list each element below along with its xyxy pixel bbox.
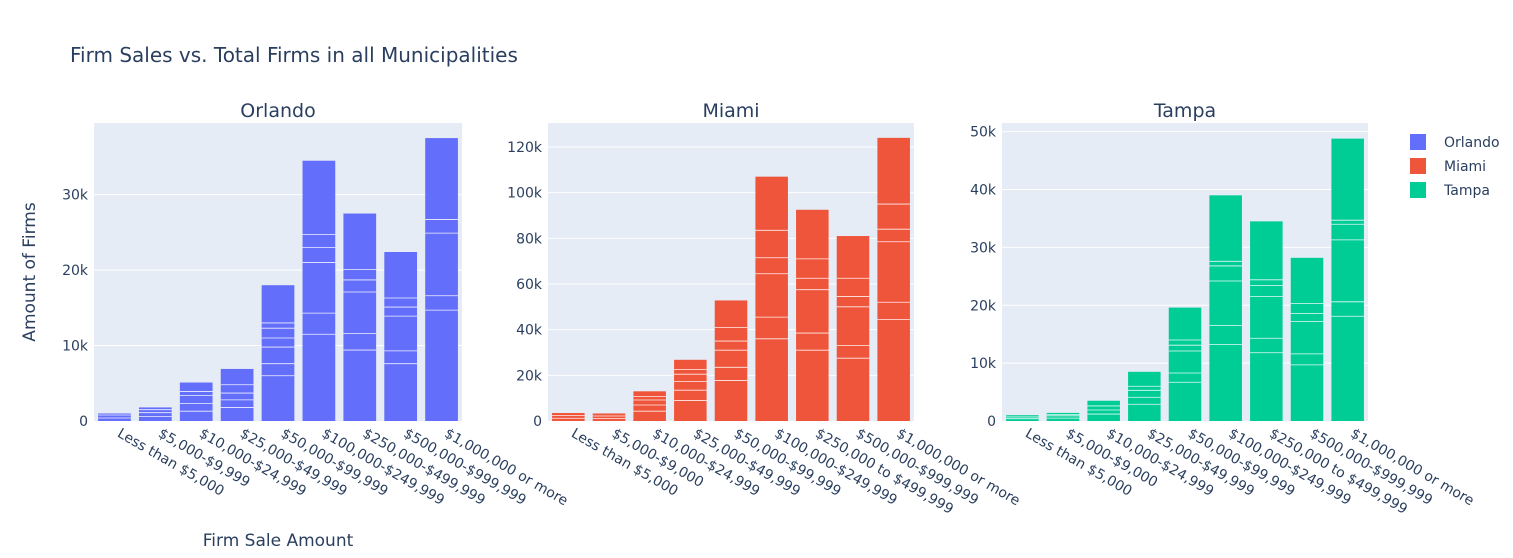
y-tick-label-miami: 100k — [507, 186, 543, 202]
bar-tampa-1[interactable] — [1006, 415, 1039, 421]
y-tick-label-miami: 120k — [507, 140, 543, 156]
y-tick-label-miami: 80k — [516, 231, 543, 247]
bar-miami-9[interactable] — [877, 137, 910, 422]
legend-swatch-tampa — [1410, 182, 1426, 198]
bar-orlando-4[interactable] — [220, 368, 254, 421]
bar-orlando-2[interactable] — [138, 407, 172, 421]
bar-tampa-8[interactable] — [1290, 257, 1324, 421]
y-tick-label-miami: 0 — [533, 414, 542, 430]
y-axis-label: Amount of Firms — [20, 202, 40, 342]
legend-swatch-miami — [1410, 158, 1426, 174]
bar-tampa-2[interactable] — [1046, 412, 1080, 421]
bar-orlando-8[interactable] — [384, 252, 418, 421]
bar-tampa-9[interactable] — [1331, 138, 1364, 422]
y-tick-label-miami: 60k — [516, 277, 543, 293]
bar-tampa-7[interactable] — [1250, 221, 1283, 421]
bar-tampa-6[interactable] — [1209, 195, 1242, 421]
bar-miami-1[interactable] — [552, 413, 585, 421]
legend-item-orlando[interactable]: Orlando — [1410, 134, 1500, 151]
bar-tampa-3[interactable] — [1087, 400, 1120, 421]
y-tick-label-orlando: 20k — [62, 263, 89, 279]
legend-item-miami[interactable]: Miami — [1410, 158, 1486, 175]
subplot-title-orlando: Orlando — [240, 100, 315, 122]
subplot-title-miami: Miami — [702, 100, 759, 122]
y-tick-label-tampa: 30k — [970, 240, 997, 256]
y-tick-label-tampa: 20k — [970, 298, 997, 314]
x-axis-label: Firm Sale Amount — [203, 531, 354, 551]
y-tick-label-orlando: 0 — [79, 414, 88, 430]
bar-orlando-1[interactable] — [98, 413, 131, 421]
y-tick-label-orlando: 10k — [62, 339, 89, 355]
y-tick-label-tampa: 50k — [970, 125, 997, 141]
bar-miami-7[interactable] — [796, 209, 829, 421]
bar-miami-3[interactable] — [633, 391, 666, 421]
bar-orlando-7[interactable] — [343, 213, 377, 421]
legend-item-tampa[interactable]: Tampa — [1410, 182, 1490, 199]
y-tick-label-tampa: 10k — [970, 356, 997, 372]
bar-miami-2[interactable] — [592, 413, 626, 421]
bar-tampa-5[interactable] — [1168, 307, 1202, 421]
bar-miami-8[interactable] — [836, 236, 870, 421]
y-tick-label-miami: 20k — [516, 368, 543, 384]
y-tick-label-miami: 40k — [516, 323, 543, 339]
bar-miami-6[interactable] — [755, 176, 788, 421]
bar-miami-5[interactable] — [714, 300, 748, 421]
y-tick-label-tampa: 40k — [970, 183, 997, 199]
legend-label-tampa: Tampa — [1443, 183, 1490, 199]
bar-orlando-3[interactable] — [179, 382, 213, 421]
legend-swatch-orlando — [1410, 134, 1426, 150]
bar-orlando-9[interactable] — [425, 138, 458, 421]
bar-orlando-6[interactable] — [302, 160, 336, 422]
bar-orlando-5[interactable] — [261, 285, 295, 421]
bar-tampa-4[interactable] — [1128, 371, 1161, 421]
y-tick-label-orlando: 30k — [62, 188, 89, 204]
legend-label-miami: Miami — [1444, 159, 1486, 175]
subplot-title-tampa: Tampa — [1153, 100, 1216, 122]
y-tick-label-tampa: 0 — [987, 414, 996, 430]
legend-label-orlando: Orlando — [1444, 135, 1500, 151]
legend: Orlando Miami Tampa — [1410, 134, 1500, 199]
chart-title: Firm Sales vs. Total Firms in all Munici… — [70, 43, 518, 67]
